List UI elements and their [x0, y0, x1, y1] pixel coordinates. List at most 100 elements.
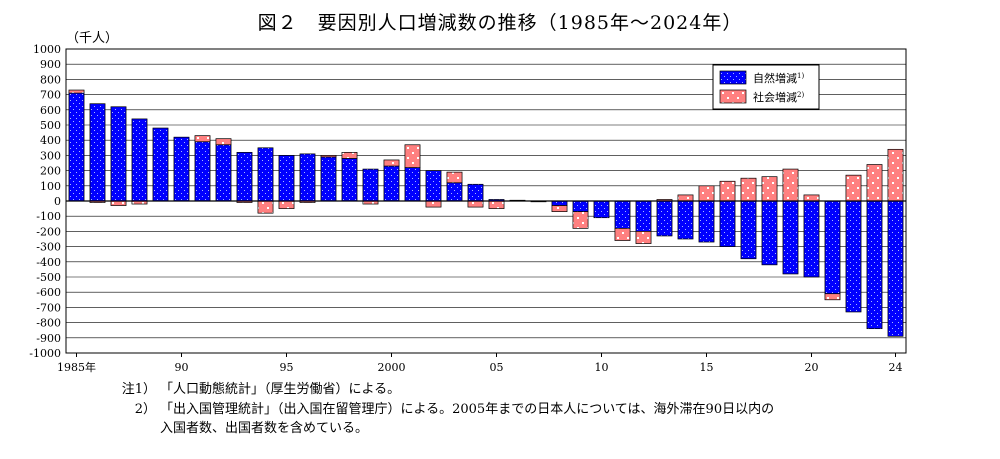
bar-social-1992 [215, 138, 232, 146]
bar-social-2001 [404, 144, 421, 168]
bar-social-1991 [194, 135, 211, 143]
footnotes: 注1） 「人口動態統計」（厚生労働省）による。 2） 「出入国管理統計」（出入国… [112, 380, 774, 439]
y-tick-label: -400 [36, 256, 61, 269]
footnote-2-text: 「出入国管理統計」（出入国在留管理庁）による。2005年までの日本人については、… [160, 401, 775, 417]
bar-natural-1995 [278, 155, 295, 202]
x-tick-label: 1985年 [57, 360, 96, 374]
y-tick-label: 200 [40, 165, 61, 178]
legend-swatch-natural [719, 70, 747, 85]
bar-natural-2002 [425, 170, 442, 202]
footnote-1-label: 注1） [121, 382, 156, 397]
bar-social-1987 [110, 200, 127, 206]
bar-natural-1990 [173, 136, 190, 202]
y-tick-label: 0 [54, 195, 61, 208]
footnote-1-text: 「人口動態統計」（厚生労働省）による。 [160, 382, 401, 397]
y-tick-label: -900 [36, 332, 61, 345]
bar-social-2016 [719, 180, 736, 202]
y-tick-label: -200 [36, 225, 61, 238]
y-tick-label: 700 [40, 89, 61, 102]
y-tick-label: 1000 [33, 43, 61, 56]
bar-social-2004 [467, 200, 484, 208]
y-tick-label: 300 [40, 149, 61, 162]
bar-natural-1985 [68, 92, 85, 202]
bar-social-2018 [761, 176, 778, 202]
bar-natural-1987 [110, 106, 127, 202]
y-tick-label: 900 [40, 58, 61, 71]
bar-natural-2024 [887, 200, 904, 337]
y-tick-label: -100 [36, 210, 61, 223]
x-tick-label: 10 [595, 361, 609, 374]
bar-natural-2021 [824, 200, 841, 295]
legend-label-social: 社会増減2) [753, 90, 804, 104]
legend-footnote-marker: 1) [797, 72, 804, 80]
bar-social-2011 [614, 228, 631, 241]
bar-natural-2009 [572, 200, 589, 212]
legend: 自然増減1) 社会増減2) [712, 64, 820, 110]
x-tick-label: 24 [889, 361, 903, 374]
bar-natural-2000 [383, 165, 400, 202]
y-tick-label: -1000 [29, 347, 61, 360]
bar-social-2000 [383, 159, 400, 167]
y-tick-label: 800 [40, 73, 61, 86]
bar-natural-2019 [782, 200, 799, 275]
footnote-2-continued-text: 入国者数、出国者数を含めている。 [160, 421, 369, 436]
x-tick-label: 2000 [378, 361, 406, 374]
bar-natural-1988 [131, 118, 148, 202]
bar-social-2022 [845, 174, 862, 202]
bar-natural-2004 [467, 183, 484, 202]
bar-social-2003 [446, 171, 463, 184]
bar-social-1997 [320, 155, 337, 158]
bar-natural-1986 [89, 103, 106, 202]
bar-natural-1994 [257, 147, 274, 202]
bar-social-2009 [572, 211, 589, 229]
bars [68, 89, 904, 337]
bar-natural-2023 [866, 200, 883, 330]
bar-social-2017 [740, 177, 757, 202]
y-tick-label: 400 [40, 134, 61, 147]
bar-natural-2011 [614, 200, 631, 229]
bar-social-1994 [257, 200, 274, 214]
y-tick-label: 600 [40, 104, 61, 117]
bar-natural-1991 [194, 141, 211, 202]
y-axis-unit-label: （千人） [66, 31, 119, 46]
y-tick-label: -700 [36, 301, 61, 314]
x-tick-label: 05 [490, 361, 504, 374]
bar-natural-2018 [761, 200, 778, 266]
footnote-2-continued: 入国者数、出国者数を含めている。 [112, 419, 774, 439]
bar-natural-2008 [551, 200, 568, 206]
bar-social-1985 [68, 89, 85, 94]
x-tick-label: 95 [280, 361, 294, 374]
bar-social-2002 [425, 200, 442, 208]
y-tick-label: -800 [36, 317, 61, 330]
bar-natural-2014 [677, 200, 694, 240]
x-tick-label: 20 [805, 361, 819, 374]
population-change-chart: 10009008007006005004003002001000-100-200… [29, 43, 907, 374]
y-tick-label: -500 [36, 271, 61, 284]
bar-social-2014 [677, 194, 694, 202]
bar-social-2023 [866, 164, 883, 202]
y-tick-label: -600 [36, 286, 61, 299]
footnote-2: 2） 「出入国管理統計」（出入国在留管理庁）による。2005年までの日本人につい… [112, 400, 774, 420]
bar-natural-1992 [215, 144, 232, 202]
legend-label-natural: 自然増減1) [753, 71, 804, 85]
bar-natural-1993 [236, 152, 253, 202]
bar-natural-2003 [446, 182, 463, 202]
bar-natural-1998 [341, 158, 358, 202]
bar-natural-1996 [299, 153, 316, 202]
bar-natural-1989 [152, 127, 169, 202]
bar-natural-2015 [698, 200, 715, 243]
axes: 10009008007006005004003002001000-100-200… [29, 43, 907, 374]
legend-footnote-marker: 2) [797, 91, 804, 99]
bar-social-2020 [803, 194, 820, 202]
x-tick-label: 15 [700, 361, 714, 374]
footnote-1: 注1） 「人口動態統計」（厚生労働省）による。 [112, 380, 774, 400]
bar-social-2024 [887, 148, 904, 202]
bar-natural-2020 [803, 200, 820, 278]
y-tick-label: 100 [40, 180, 61, 193]
chart-title: 図２ 要因別人口増減数の推移（1985年～2024年） [257, 12, 743, 34]
bar-natural-2017 [740, 200, 757, 260]
bar-social-2005 [488, 200, 505, 209]
bar-natural-2013 [656, 200, 673, 237]
bar-social-1995 [278, 200, 295, 209]
footnote-2-label: 2） [134, 401, 156, 417]
